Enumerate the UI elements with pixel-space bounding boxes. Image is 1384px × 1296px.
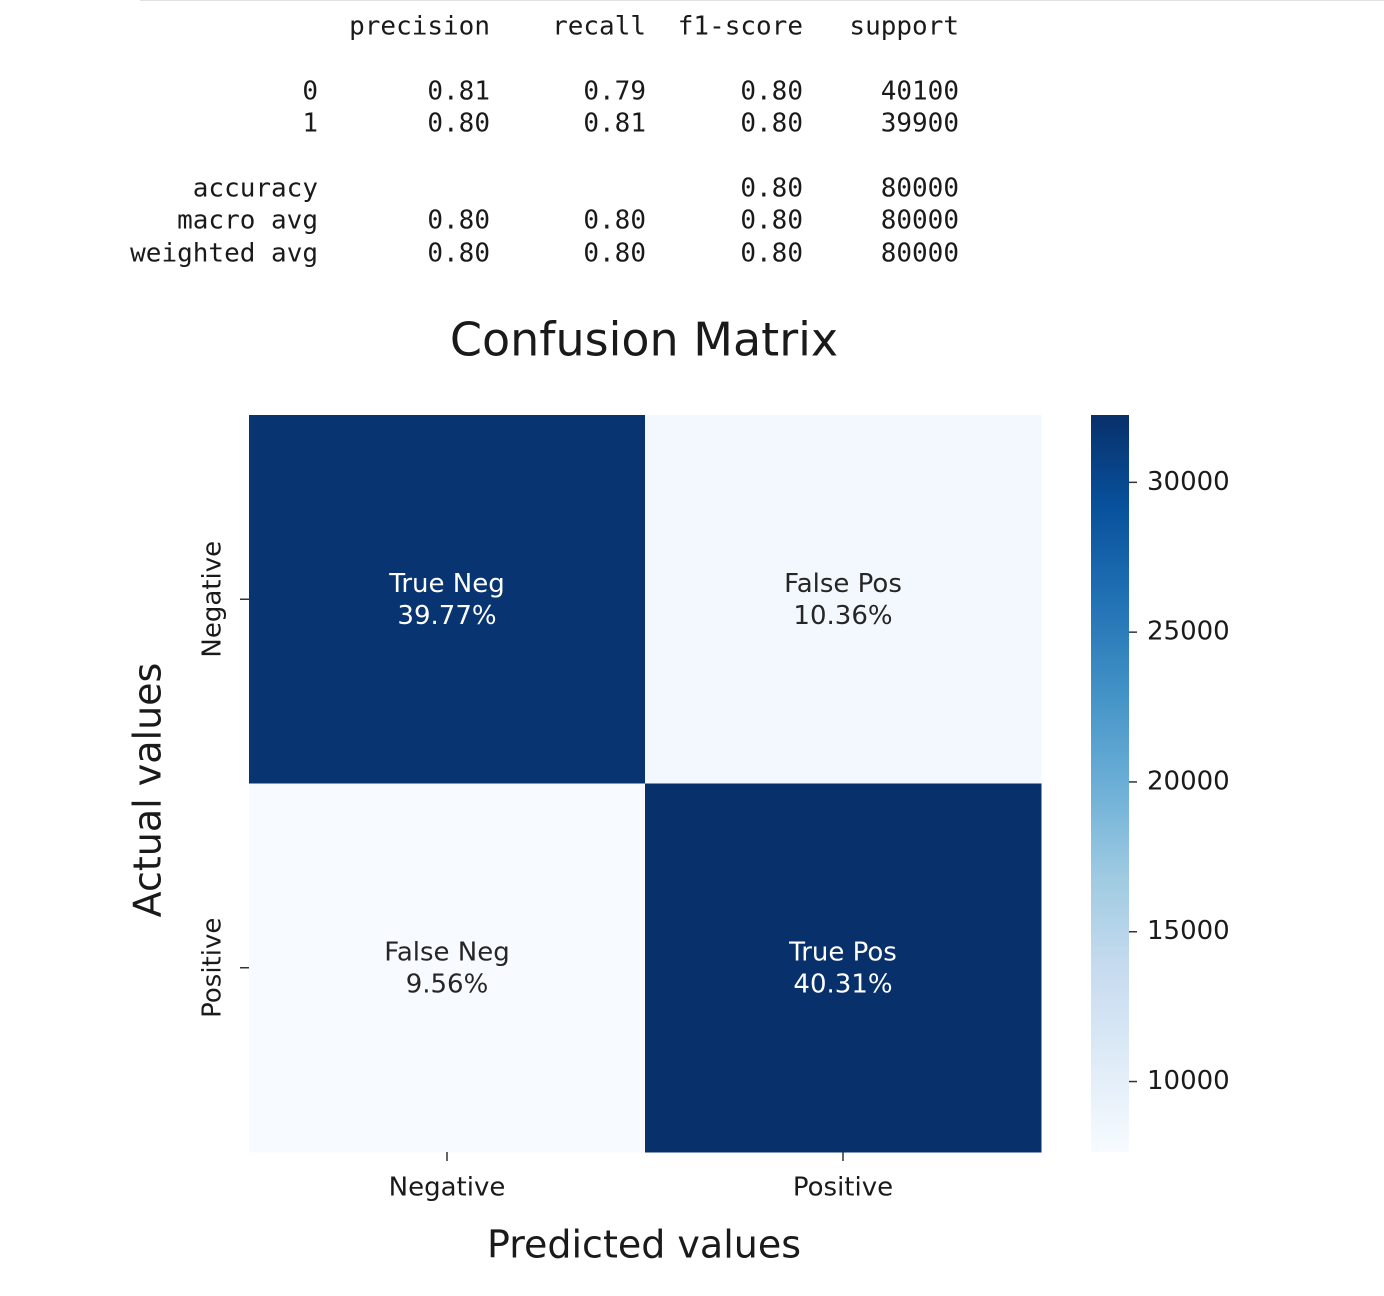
report-row-label: 0 (302, 77, 318, 107)
colorbar-tick-label: 15000 (1147, 916, 1230, 946)
report-cell: 0.80 (740, 206, 803, 236)
heatmap-cell (249, 415, 646, 784)
heatmap-cell (249, 783, 646, 1153)
report-header: support (849, 12, 959, 42)
chart-title: Confusion Matrix (450, 313, 838, 367)
report-cell: 39900 (881, 109, 959, 139)
heatmap-cell (645, 783, 1042, 1153)
colorbar-tick-label: 10000 (1147, 1066, 1230, 1096)
report-cell: 40100 (881, 77, 959, 107)
report-row-label: accuracy (193, 174, 318, 204)
report-cell: 0.80 (740, 77, 803, 107)
cell-value-label: 9.56% (406, 969, 489, 999)
y-tick-label: Positive (198, 918, 228, 1018)
x-axis-label: Predicted values (487, 1223, 801, 1267)
report-row-label: 1 (302, 109, 318, 139)
report-cell: 0.80 (740, 174, 803, 204)
x-tick-label: Positive (793, 1173, 893, 1203)
colorbar-tick-label: 30000 (1147, 467, 1230, 497)
report-cell: 0.80 (427, 206, 490, 236)
report-cell: 80000 (881, 239, 959, 269)
report-cell: 0.81 (583, 109, 646, 139)
cell-value-label: 10.36% (793, 601, 892, 631)
x-tick-label: Negative (389, 1173, 506, 1203)
report-cell: 0.80 (583, 239, 646, 269)
report-cell: 0.80 (427, 239, 490, 269)
y-axis-label: Actual values (126, 663, 170, 918)
report-cell: 0.80 (583, 206, 646, 236)
cell-name: True Neg (388, 569, 504, 599)
report-cell: 0.80 (427, 109, 490, 139)
report-header: f1-score (678, 12, 803, 42)
report-row-label: weighted avg (130, 239, 318, 269)
cell-name: True Pos (788, 937, 897, 967)
report-cell: 0.80 (740, 109, 803, 139)
report-cell: 0.81 (427, 77, 490, 107)
cell-name: False Neg (384, 937, 509, 967)
cell-value-label: 40.31% (793, 969, 892, 999)
report-header: precision (349, 12, 490, 42)
report-cell: 80000 (881, 174, 959, 204)
colorbar (1091, 415, 1129, 1152)
report-header: recall (552, 12, 646, 42)
cell-name: False Pos (784, 569, 902, 599)
report-cell: 0.80 (740, 239, 803, 269)
report-row-label: macro avg (177, 206, 318, 236)
colorbar-tick-label: 25000 (1147, 617, 1230, 647)
report-cell: 80000 (881, 206, 959, 236)
colorbar-tick-label: 20000 (1147, 766, 1230, 796)
cell-value-label: 39.77% (397, 601, 496, 631)
y-tick-label: Negative (198, 541, 228, 658)
heatmap-cell (645, 415, 1042, 784)
report-cell: 0.79 (583, 77, 646, 107)
